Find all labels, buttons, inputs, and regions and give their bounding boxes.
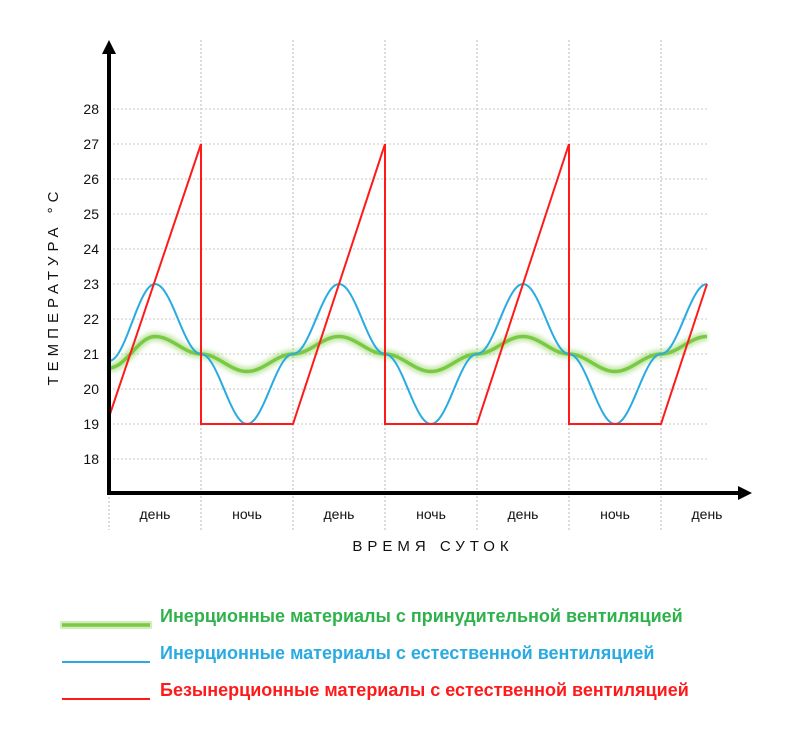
legend-swatch-red: [62, 698, 150, 700]
y-tick-label: 20: [83, 381, 99, 397]
y-tick-label: 22: [83, 311, 99, 327]
series-line-red: [108, 143, 708, 425]
series-line-blue: [108, 282, 708, 426]
x-period-label: день: [692, 506, 723, 522]
y-tick-label: 25: [83, 206, 99, 222]
y-tick-label: 26: [83, 171, 99, 187]
legend-label: Инерционные материалы с принудительной в…: [160, 606, 683, 626]
grid: [108, 40, 707, 530]
legend-item: Инерционные материалы с естественной вен…: [60, 643, 780, 680]
y-axis-label: ТЕМПЕРАТУРА °С: [45, 187, 62, 386]
y-ticks: 18 19 20 21 22 23 24 25 26 27 28: [83, 101, 99, 467]
legend-label: Безынерционные материалы с естественной …: [160, 680, 689, 700]
legend-swatch-green: [60, 621, 152, 629]
series-line-green: [108, 334, 708, 374]
y-tick-label: 23: [83, 276, 99, 292]
x-period-label: день: [324, 506, 355, 522]
legend: Инерционные материалы с принудительной в…: [60, 606, 780, 717]
x-period-label: день: [508, 506, 539, 522]
y-tick-label: 27: [83, 136, 99, 152]
legend-label: Инерционные материалы с естественной вен…: [160, 643, 655, 663]
y-tick-label: 18: [83, 451, 99, 467]
series-layer: [108, 143, 708, 426]
x-period-label: ночь: [416, 506, 446, 522]
y-tick-label: 21: [83, 346, 99, 362]
legend-swatch-blue: [62, 661, 150, 663]
x-axis-label: ВРЕМЯ СУТОК: [352, 538, 513, 555]
legend-item: Инерционные материалы с принудительной в…: [60, 606, 780, 643]
x-period-label: ночь: [232, 506, 262, 522]
x-axis-arrow: [738, 486, 752, 500]
y-tick-label: 19: [83, 416, 99, 432]
legend-item: Безынерционные материалы с естественной …: [60, 680, 780, 717]
x-period-label: ночь: [600, 506, 630, 522]
y-tick-label: 24: [83, 241, 99, 257]
axes: [102, 40, 752, 500]
y-axis-arrow: [102, 40, 116, 54]
x-period-label: день: [140, 506, 171, 522]
y-tick-label: 28: [83, 101, 99, 117]
x-period-labels: день ночь день ночь день ночь день: [140, 506, 723, 522]
